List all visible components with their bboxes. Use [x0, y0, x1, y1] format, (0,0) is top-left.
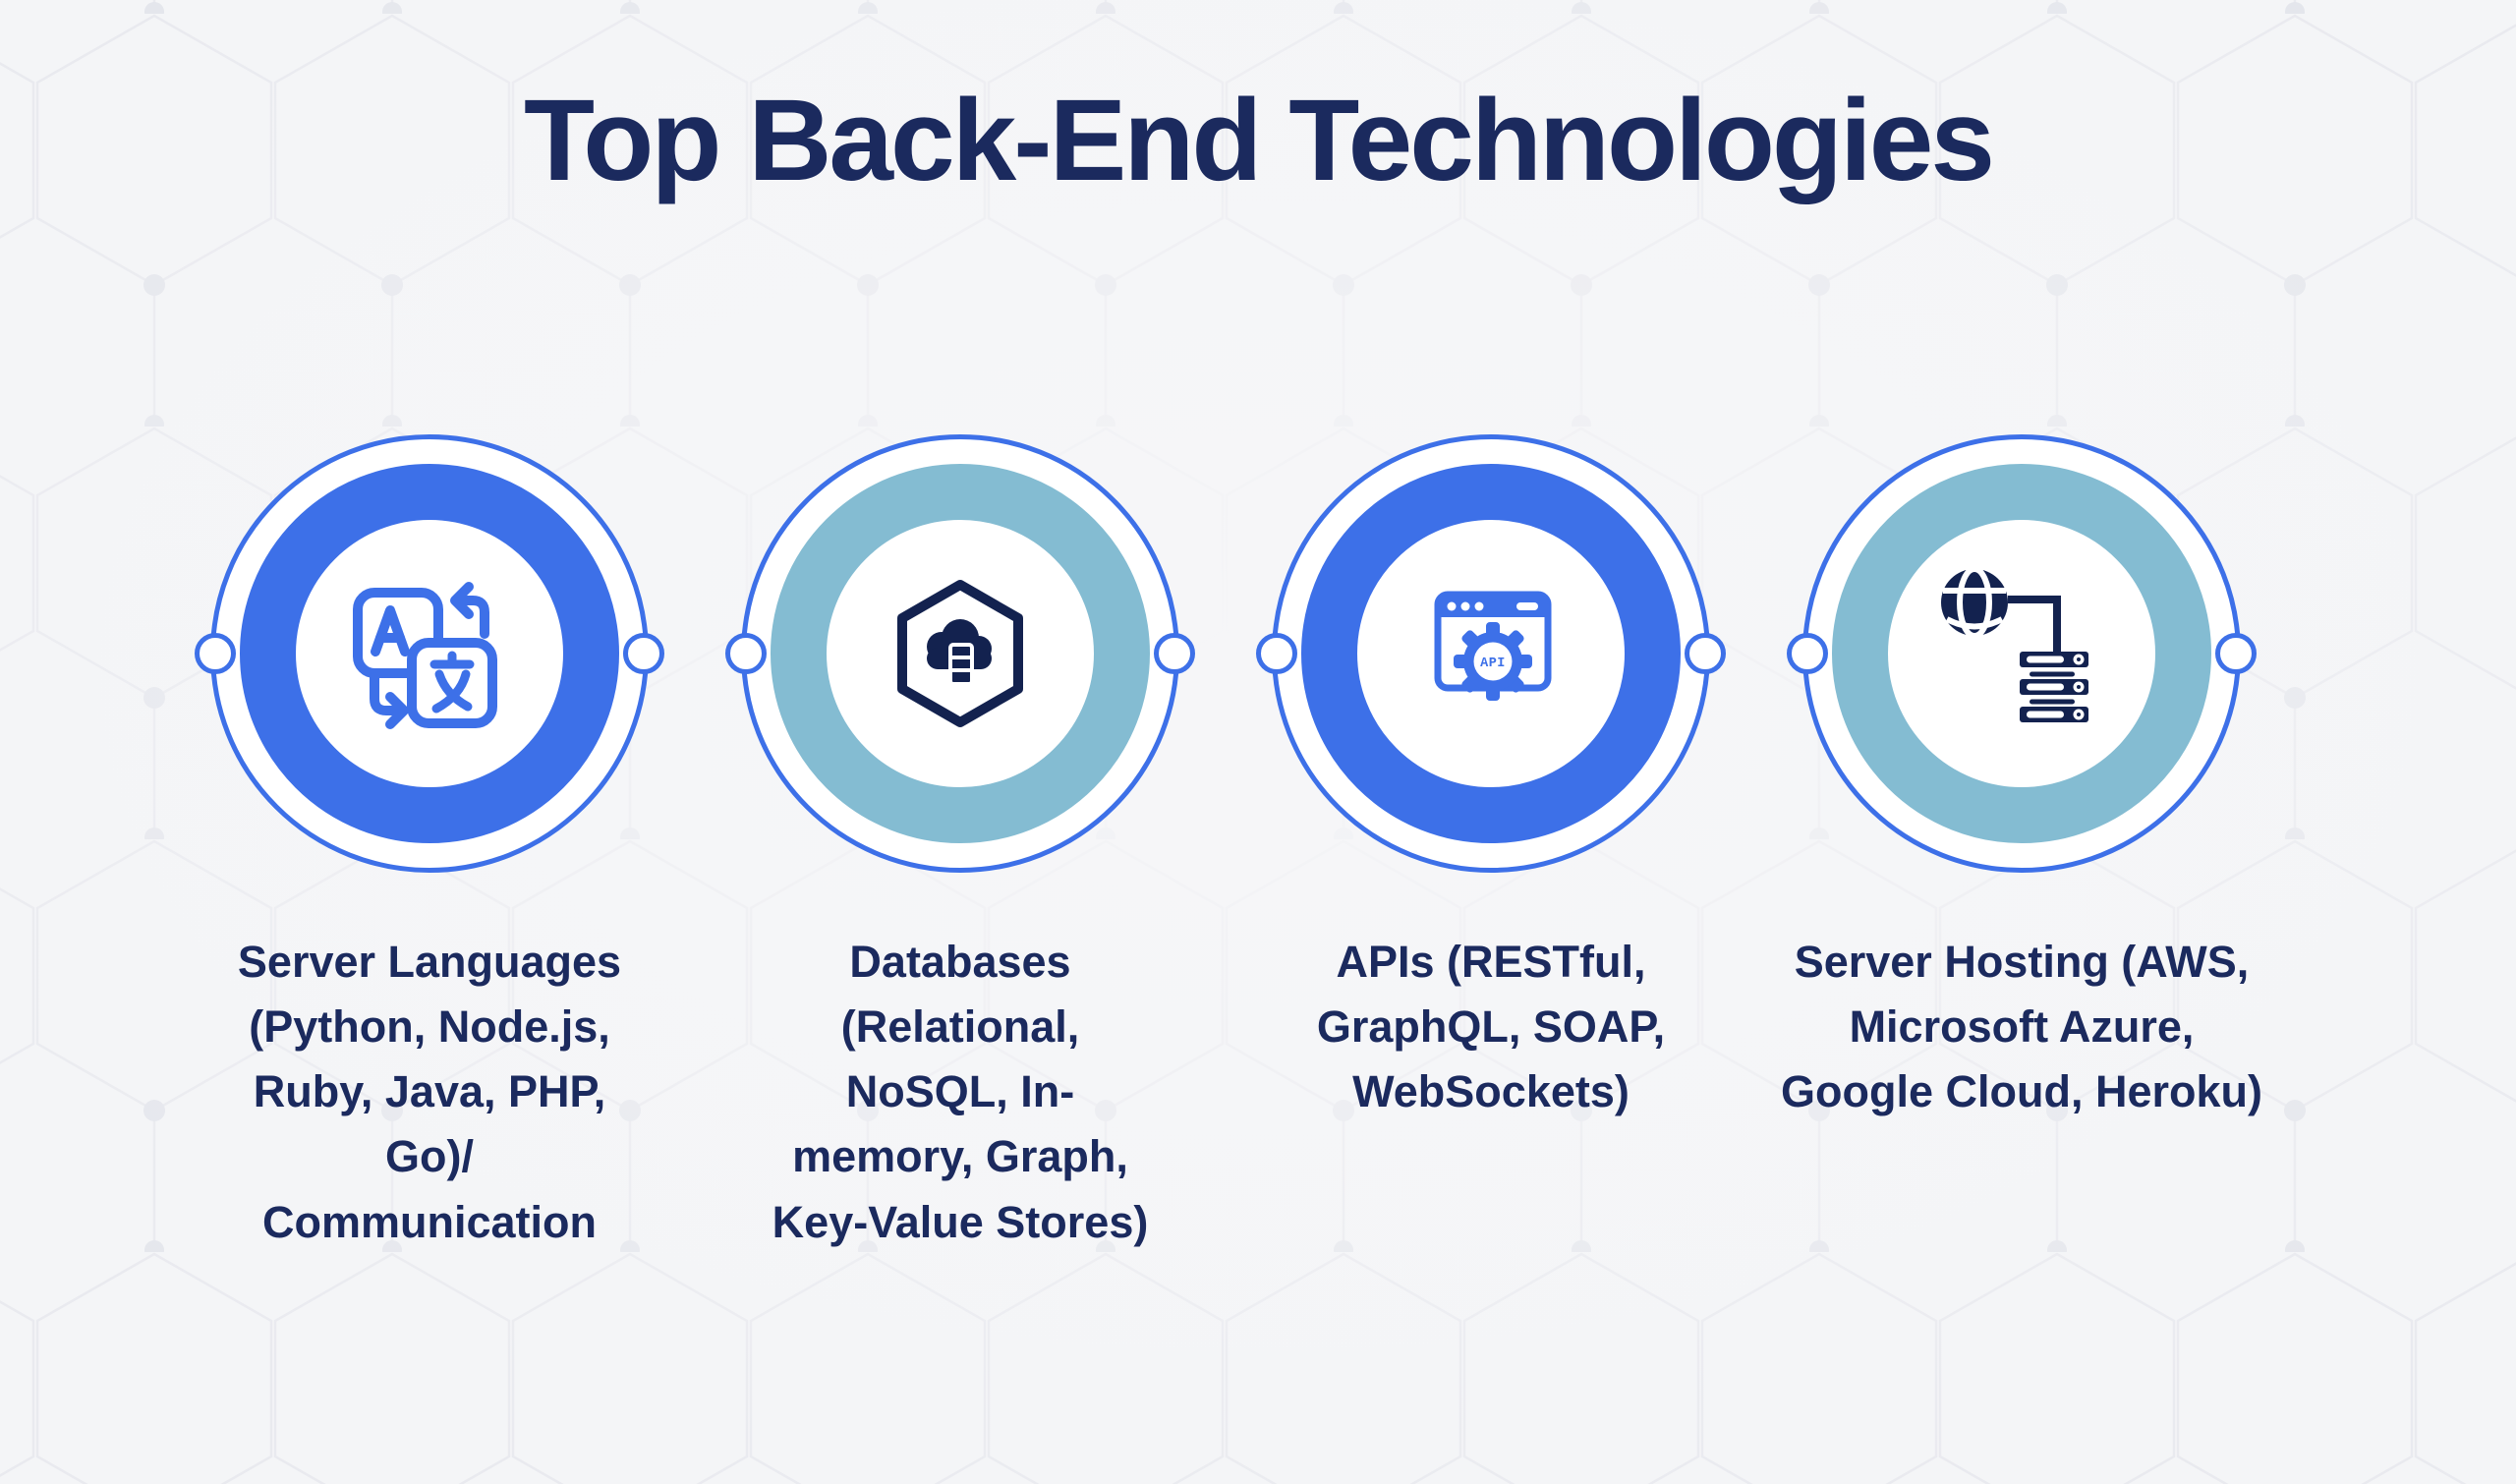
connector-node-left	[195, 633, 236, 674]
connector-node-left	[1256, 633, 1297, 674]
card-label: Server Languages (Python, Node.js, Ruby,…	[237, 937, 622, 1247]
tech-card-databases: Databases (Relational, NoSQL, In- memory…	[656, 434, 1265, 1255]
page-title: Top Back-End Technologies	[523, 76, 1995, 205]
circle-badge	[195, 434, 664, 873]
connector-node-right	[1154, 633, 1195, 674]
api-gear-label: API	[1480, 656, 1506, 671]
card-label: Server Hosting (AWS, Microsoft Azure, Go…	[1781, 937, 2262, 1117]
connector-node-right	[1685, 633, 1726, 674]
tech-card-server-hosting: Server Hosting (AWS, Microsoft Azure, Go…	[1717, 434, 2326, 1124]
tech-card-server-languages: Server Languages (Python, Node.js, Ruby,…	[125, 434, 734, 1255]
card-label: APIs (RESTful, GraphQL, SOAP, WebSockets…	[1316, 937, 1666, 1117]
connector-node-right	[2215, 633, 2257, 674]
circle-badge: API	[1256, 434, 1726, 873]
connector-node-right	[623, 633, 664, 674]
card-label: Databases (Relational, NoSQL, In- memory…	[772, 937, 1149, 1247]
connector-node-left	[1787, 633, 1828, 674]
tech-card-apis: API APIs (RESTful, GraphQL, SOAP, WebSoc…	[1186, 434, 1796, 1124]
translate-icon	[353, 582, 497, 729]
cloud-database-icon	[897, 580, 1023, 727]
circle-badge	[1787, 434, 2257, 873]
globe-server-icon	[1941, 566, 2088, 722]
connector-node-left	[725, 633, 767, 674]
api-gear-icon: API	[1434, 591, 1552, 701]
circle-badge	[725, 434, 1195, 873]
